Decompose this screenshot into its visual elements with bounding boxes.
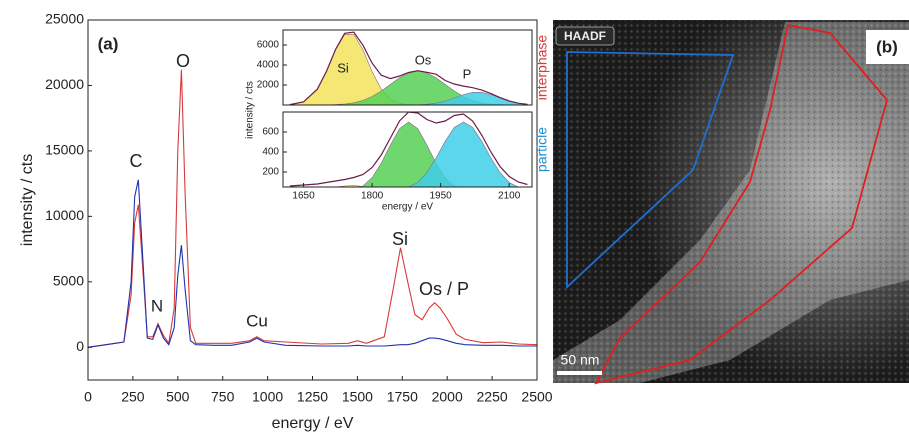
x-tick-label: 2100 bbox=[498, 191, 521, 202]
y-tick-label: 0 bbox=[76, 338, 84, 354]
data-line bbox=[87, 179, 537, 348]
x-tick-label: 0 bbox=[84, 389, 92, 405]
peak-label: Os bbox=[415, 52, 432, 67]
annotation: O bbox=[176, 51, 190, 71]
particle-outline bbox=[566, 51, 735, 290]
y-tick-label: 200 bbox=[262, 167, 279, 178]
annotation: N bbox=[151, 296, 163, 315]
caption-box bbox=[555, 26, 615, 46]
scale-bar bbox=[557, 371, 602, 375]
panel-label-box bbox=[866, 30, 909, 64]
plot-frame bbox=[282, 111, 533, 188]
y-tick-label: 10000 bbox=[45, 207, 84, 223]
inset-label: interphase bbox=[534, 35, 550, 101]
x-tick-label: 1750 bbox=[387, 389, 418, 405]
plot-frame bbox=[282, 29, 533, 106]
annotation: (a) bbox=[98, 34, 119, 53]
x-tick-label: 1800 bbox=[361, 191, 384, 202]
x-tick-label: 1000 bbox=[252, 389, 283, 405]
peak-label: P bbox=[463, 66, 472, 81]
annotation: Os / P bbox=[419, 279, 469, 299]
x-axis-label: energy / eV bbox=[382, 202, 433, 213]
annotation: Cu bbox=[246, 311, 268, 330]
y-axis-label: intensity / cts bbox=[245, 81, 256, 139]
annotation: C bbox=[130, 151, 143, 171]
annotation: Si bbox=[392, 229, 408, 249]
x-axis-label: energy / eV bbox=[272, 415, 354, 432]
y-axis-label: intensity / cts bbox=[19, 154, 36, 246]
y-tick-label: 5000 bbox=[53, 273, 84, 289]
interphase-outline bbox=[594, 23, 888, 385]
panel-label: (b) bbox=[876, 37, 898, 56]
x-tick-label: 1250 bbox=[297, 389, 328, 405]
y-tick-label: 4000 bbox=[257, 60, 280, 71]
x-tick-label: 2500 bbox=[521, 389, 552, 405]
y-tick-label: 2000 bbox=[257, 80, 280, 91]
scale-bar-label: 50 nm bbox=[561, 352, 600, 368]
chart: 0 5000 10000 15000 20000 25000 0 250 500 750 1000 1… bbox=[19, 11, 553, 433]
image-caption: HAADF bbox=[564, 29, 606, 43]
micrograph-texture bbox=[553, 20, 909, 383]
y-tick-label: 15000 bbox=[45, 142, 84, 158]
y-tick-label: 6000 bbox=[257, 40, 280, 51]
x-tick-label: 2250 bbox=[477, 389, 508, 405]
x-tick-label: 750 bbox=[211, 389, 235, 405]
y-tick-label: 25000 bbox=[45, 11, 84, 27]
y-tick-label: 400 bbox=[262, 147, 279, 158]
x-tick-label: 250 bbox=[121, 389, 145, 405]
peak-label: Si bbox=[337, 60, 349, 75]
inset-label: particle bbox=[534, 127, 550, 172]
y-tick-label: 600 bbox=[262, 127, 279, 138]
chart: Si Os P 2000 4000 6000 intensity / cts interpha… bbox=[245, 29, 550, 139]
data-line bbox=[87, 69, 538, 348]
x-tick-label: 1950 bbox=[429, 191, 452, 202]
envelope-line bbox=[289, 31, 528, 106]
image-panel: HAADF (b) 50 nm bbox=[553, 20, 909, 385]
x-tick-label: 2000 bbox=[432, 389, 463, 405]
x-tick-label: 1650 bbox=[292, 191, 315, 202]
x-tick-label: 500 bbox=[166, 389, 190, 405]
chart: 200 400 600 1650 1800 1950 2100 energy / eV part… bbox=[262, 111, 550, 213]
x-tick-label: 1500 bbox=[342, 389, 373, 405]
y-tick-label: 20000 bbox=[45, 76, 84, 92]
